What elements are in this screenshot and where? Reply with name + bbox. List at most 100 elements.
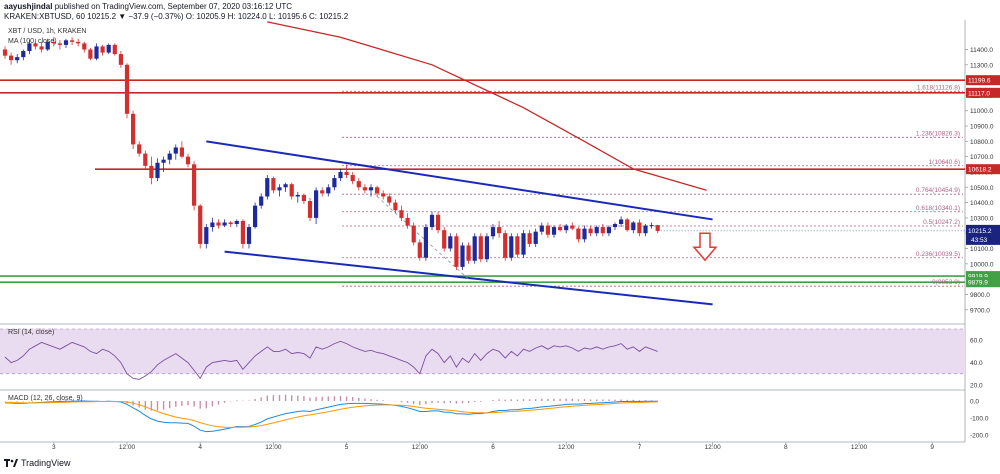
candle-body <box>124 64 130 114</box>
channel-upper-trendline <box>206 140 713 221</box>
candle-body <box>515 236 520 255</box>
candle-body <box>192 164 197 206</box>
price-tick-label: 10500.0 <box>970 185 994 192</box>
candle-body <box>204 227 209 244</box>
candle-body <box>417 242 422 258</box>
time-tick-label: 12:00 <box>412 444 429 451</box>
candle-body <box>625 219 630 231</box>
legend-symbol: XBT / USD, 1h, KRAKEN <box>8 28 86 35</box>
candle-body <box>21 51 26 58</box>
candle-body <box>356 181 361 188</box>
brand-name[interactable]: TradingView <box>21 458 71 468</box>
fib-level-label: 0.5(10247.2) <box>923 219 960 226</box>
candle-body <box>423 227 428 258</box>
candle-body <box>527 233 532 244</box>
candle-body <box>436 214 441 231</box>
fib-level-label: 0.764(10454.9) <box>916 187 960 194</box>
macd-title: MACD (12, 26, close, 9) <box>8 395 83 402</box>
candle-body <box>375 187 380 194</box>
candle-body <box>137 144 142 154</box>
candle-body <box>381 193 386 197</box>
macd-tick-label: 0.0 <box>970 399 979 406</box>
ma-100-line <box>267 21 707 191</box>
candle-body <box>570 225 575 229</box>
candle-body <box>582 228 587 240</box>
time-tick-label: 12:00 <box>265 444 282 451</box>
candle-body <box>503 233 508 258</box>
candle-body <box>442 230 447 249</box>
candle-body <box>259 196 264 206</box>
candle-body <box>484 236 489 260</box>
candle-body <box>368 187 374 191</box>
price-tick-label: 10100.0 <box>970 246 994 253</box>
candle-body <box>533 231 538 244</box>
current-price-tag <box>966 224 1000 245</box>
candle-body <box>539 225 544 232</box>
candle-body <box>106 44 111 53</box>
candle-body <box>9 55 14 61</box>
candle-body <box>112 44 117 55</box>
time-tick-label: 8 <box>784 444 788 451</box>
macd-line <box>4 400 658 433</box>
candle-body <box>27 43 32 52</box>
candle-body <box>387 196 392 203</box>
rsi-tick-label: 20.0 <box>970 383 983 390</box>
candle-body <box>344 171 349 176</box>
candle-body <box>289 184 294 197</box>
candle-body <box>94 46 99 59</box>
level-price-tag <box>966 87 1000 98</box>
price-tick-label: 10700.0 <box>970 154 994 161</box>
candle-body <box>51 41 56 44</box>
level-price-tag <box>966 164 1000 175</box>
candle-body <box>39 46 44 50</box>
candle-body <box>301 194 306 202</box>
level-price-tag <box>966 277 1000 288</box>
tradingview-logo-icon <box>4 459 18 467</box>
candle-body <box>246 227 252 244</box>
candle-body <box>76 41 81 44</box>
candle-body <box>271 178 276 191</box>
chart-header: aayushjindal published on TradingView.co… <box>4 2 348 22</box>
rsi-tick-label: 40.0 <box>970 360 983 367</box>
rsi-tick-label: 60.0 <box>970 338 983 345</box>
candle-body <box>643 225 648 234</box>
candle-body <box>429 214 435 228</box>
author-name[interactable]: aayushjindal <box>4 2 53 11</box>
level-price-label: 11117.0 <box>968 90 990 97</box>
candle-body <box>497 227 502 234</box>
candle-body <box>631 222 636 231</box>
candle-body <box>33 43 38 47</box>
candle-body <box>222 222 227 226</box>
time-tick-label: 3 <box>52 444 56 451</box>
price-tick-label: 10400.0 <box>970 200 994 207</box>
time-tick-label: 12:00 <box>704 444 721 451</box>
candle-body <box>45 41 50 50</box>
candle-body <box>460 245 465 267</box>
fib-level-label: 1(10640.6) <box>929 159 960 166</box>
candle-body <box>253 205 258 228</box>
price-tick-label: 11400.0 <box>970 47 993 54</box>
candle-body <box>637 222 642 234</box>
candle-body <box>332 178 337 188</box>
candle-body <box>551 227 557 235</box>
price-tick-label: 9700.0 <box>970 307 990 314</box>
candle-body <box>307 201 313 218</box>
candle-body <box>619 219 624 225</box>
level-price-tag <box>966 75 1000 86</box>
candle-body <box>155 162 160 179</box>
candle-body <box>509 236 514 258</box>
time-tick-label: 12:00 <box>851 444 868 451</box>
level-price-label: 9879.9 <box>968 280 988 287</box>
channel-lower-trendline <box>224 250 713 306</box>
candle-body <box>57 43 62 45</box>
candle-body <box>240 220 245 244</box>
time-tick-label: 5 <box>345 444 349 451</box>
price-tick-label: 10000.0 <box>970 261 994 268</box>
candle-body <box>393 202 398 211</box>
candle-body <box>88 49 93 59</box>
price-tick-label: 11000.0 <box>970 108 993 115</box>
fib-level-label: 0.236(10039.5) <box>916 251 960 258</box>
level-price-label: 11199.6 <box>968 78 991 85</box>
level-price-label: 9919.9 <box>968 274 988 281</box>
